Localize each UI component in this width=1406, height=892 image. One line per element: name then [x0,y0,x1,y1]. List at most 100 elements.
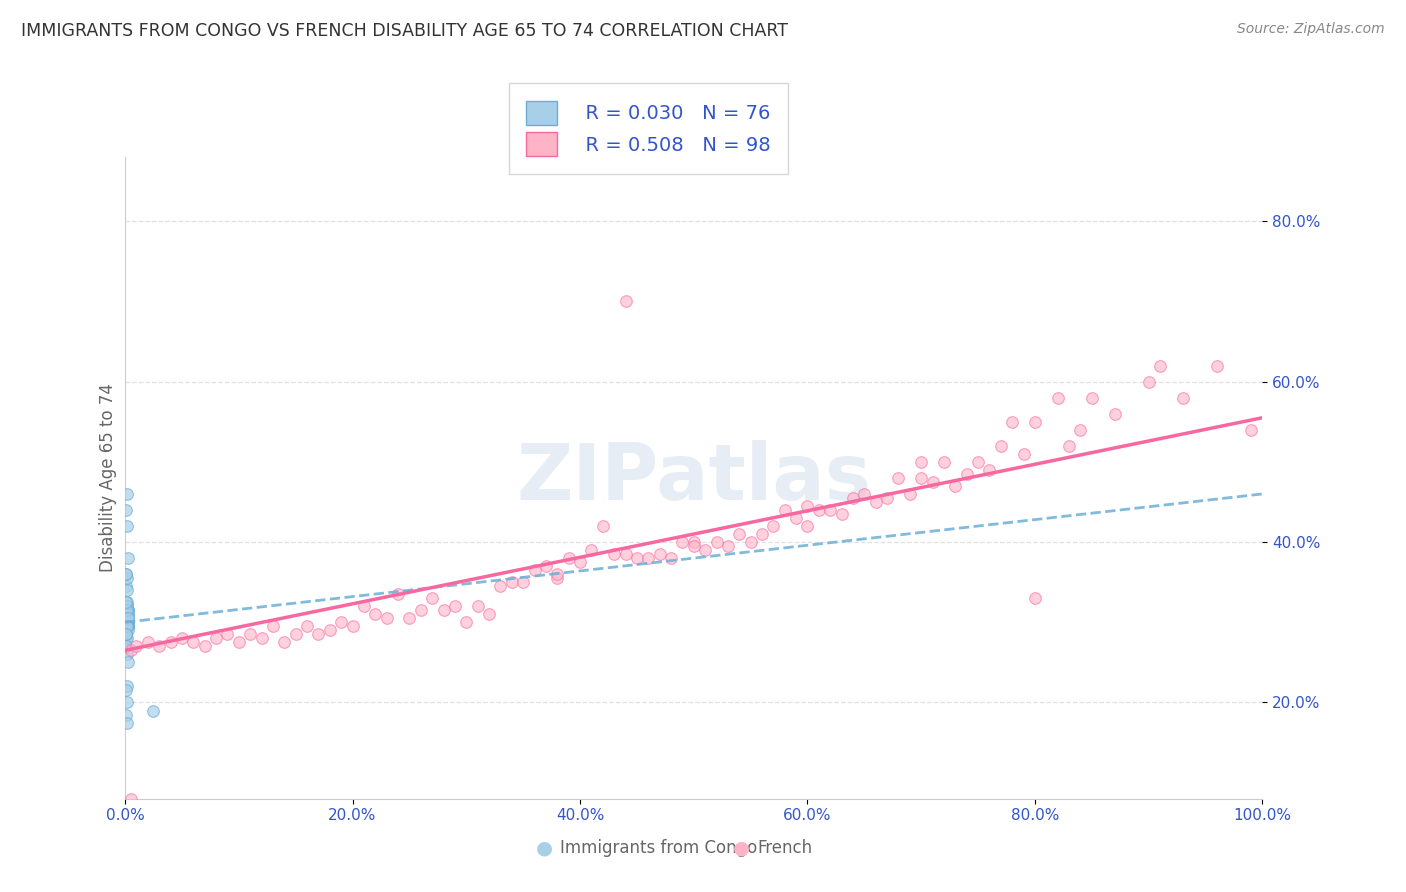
Point [932,455,955,469]
Point [117,615,139,630]
Text: ●: ● [536,838,553,857]
Point [117,607,139,622]
Point [115,603,138,617]
Point [1149,359,1171,373]
Point [478,607,501,622]
Point [120,643,142,657]
Point [115,611,138,625]
Point [842,491,865,505]
Point [284,627,307,641]
Point [1137,375,1160,389]
Point [330,615,353,630]
Point [375,611,398,625]
Point [1069,423,1091,437]
Point [117,519,139,533]
Point [117,619,139,633]
Point [807,503,830,517]
Point [115,607,138,622]
Point [117,607,139,622]
Point [1024,415,1046,429]
Point [117,619,139,633]
Point [865,495,887,509]
Point [319,624,342,638]
Point [115,503,138,517]
Text: IMMIGRANTS FROM CONGO VS FRENCH DISABILITY AGE 65 TO 74 CORRELATION CHART: IMMIGRANTS FROM CONGO VS FRENCH DISABILI… [21,22,789,40]
Point [682,539,704,553]
Point [603,547,626,561]
Point [695,543,717,558]
Point [1104,407,1126,421]
Point [148,640,170,654]
Point [117,571,139,585]
Point [682,535,704,549]
Point [773,503,796,517]
Point [117,607,139,622]
Point [728,527,751,541]
Point [853,487,876,501]
Point [956,467,979,481]
Text: French: French [756,838,813,857]
Text: ZIPatlas: ZIPatlas [516,440,872,516]
Point [117,715,139,730]
Point [117,603,139,617]
Point [569,555,592,569]
Point [117,615,139,630]
Point [115,627,138,641]
Point [671,535,693,549]
Point [117,619,139,633]
Point [181,635,204,649]
Point [1046,391,1069,405]
Point [273,635,295,649]
Point [432,603,454,617]
Point [262,619,284,633]
Point [115,611,138,625]
Point [648,547,671,561]
Point [740,535,762,549]
Point [967,455,990,469]
Point [115,567,138,582]
Y-axis label: Disability Age 65 to 74: Disability Age 65 to 74 [100,384,117,573]
Point [117,607,139,622]
Point [796,519,818,533]
Point [194,640,217,654]
Text: ●: ● [733,838,749,857]
Point [117,607,139,622]
Point [820,503,842,517]
Point [876,491,898,505]
Point [115,619,138,633]
Legend:   R = 0.030   N = 76,   R = 0.508   N = 98: R = 0.030 N = 76, R = 0.508 N = 98 [509,83,787,174]
Point [990,439,1012,453]
Point [117,615,139,630]
Point [115,627,138,641]
Point [117,619,139,633]
Point [887,471,910,485]
Point [115,619,138,633]
Point [159,635,181,649]
Text: Source: ZipAtlas.com: Source: ZipAtlas.com [1237,22,1385,37]
Point [117,603,139,617]
Point [364,607,387,622]
Point [910,455,932,469]
Point [117,648,139,662]
Point [117,680,139,694]
Point [614,294,637,309]
Point [523,563,546,577]
Point [250,632,273,646]
Point [534,559,557,574]
Point [751,527,773,541]
Point [117,607,139,622]
Point [117,599,139,614]
Point [142,704,165,718]
Point [1001,415,1024,429]
Point [1171,391,1194,405]
Point [117,487,139,501]
Point [115,603,138,617]
Point [420,591,443,606]
Point [117,603,139,617]
Point [117,619,139,633]
Point [205,632,228,646]
Point [762,519,785,533]
Point [115,683,138,698]
Point [921,475,943,489]
Point [1024,591,1046,606]
